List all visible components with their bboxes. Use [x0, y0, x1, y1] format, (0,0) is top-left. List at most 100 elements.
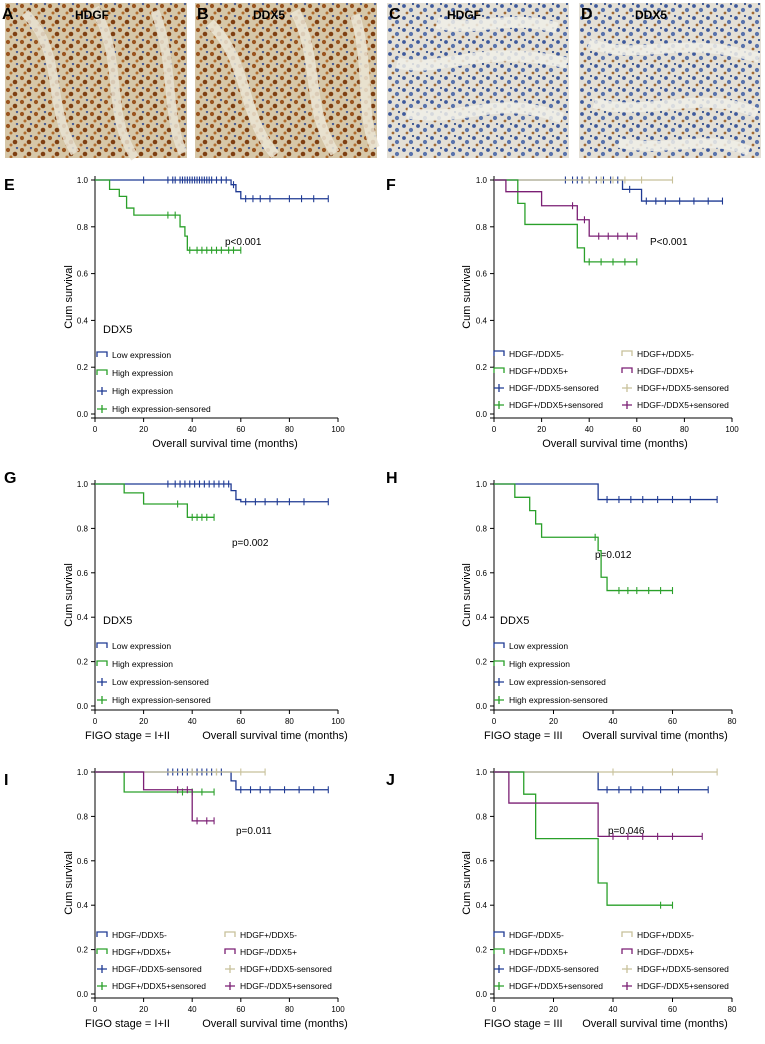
x-tick-label: 100 [331, 1005, 345, 1014]
chart-panel-j: J 0.0 0.2 0.4 0.6 0.8 1.0 0 20 40 60 80 Cum survival… [386, 768, 737, 1030]
legend-label: HDGF-/DDX5+ [637, 947, 694, 957]
x-axis-title: Overall survival time (months) [582, 1018, 727, 1030]
legend-swatch-step [96, 660, 108, 666]
p-value: p<0.001 [225, 237, 262, 248]
legend-label: HDGF+/DDX5+sensored [509, 400, 603, 410]
y-tick-label: 0.2 [476, 658, 488, 667]
survival-curve-blue [95, 179, 329, 200]
x-tick-label: 60 [668, 1005, 677, 1014]
x-tick-label: 80 [728, 717, 737, 726]
legend-swatch-step [493, 660, 505, 666]
legend-swatch-step [621, 948, 633, 954]
y-tick-label: 1.0 [77, 768, 89, 777]
legend-label: HDGF+/DDX5-sensored [637, 383, 729, 393]
y-tick-label: 0.6 [77, 857, 89, 866]
legend-swatch-cross [494, 965, 504, 973]
micrograph-c: C HDGF [387, 3, 569, 158]
legend-label: HDGF-/DDX5-sensored [509, 964, 599, 974]
y-tick-label: 1.0 [476, 176, 488, 185]
legend-label: HDGF-/DDX5+ [240, 947, 297, 957]
micrograph-c-stain: HDGF [447, 8, 481, 22]
survival-curve-blue [95, 483, 329, 503]
legend-label: HDGF+/DDX5-sensored [637, 964, 729, 974]
y-tick-label: 0.2 [77, 946, 89, 955]
y-tick-label: 0.4 [476, 613, 488, 622]
panel-letter: J [386, 772, 395, 789]
chart-panel-i: I 0.0 0.2 0.4 0.6 0.8 1.0 0 20 40 60 80 100 Cum survi… [4, 768, 348, 1030]
survival-curve-purple [95, 771, 215, 822]
legend-swatch-step [493, 367, 505, 373]
legend-swatch-step [493, 931, 505, 937]
survival-curve-green [95, 179, 241, 251]
legend-swatch-step [96, 351, 108, 357]
panel-letter: I [4, 772, 8, 789]
y-tick-label: 0.2 [77, 658, 89, 667]
x-tick-label: 20 [139, 717, 148, 726]
survival-curve-blue [494, 179, 723, 202]
legend-title: DDX5 [500, 615, 529, 627]
legend-label: High expression [509, 659, 570, 669]
legend-label: HDGF+/DDX5- [240, 930, 297, 940]
micrograph-d-stain: DDX5 [635, 8, 667, 22]
y-axis-title: Cum survival [461, 265, 473, 329]
x-axis-title: Overall survival time (months) [202, 1018, 347, 1030]
legend-swatch-cross [97, 387, 107, 395]
x-tick-label: 80 [728, 1005, 737, 1014]
x-tick-label: 0 [93, 1005, 98, 1014]
micrograph-d-image [579, 3, 761, 158]
legend-label: High expression-sensored [112, 695, 211, 705]
x-tick-label: 40 [188, 425, 197, 434]
y-tick-label: 0.6 [77, 569, 89, 578]
y-tick-label: 0.6 [476, 569, 488, 578]
micrograph-d: D DDX5 [579, 3, 761, 158]
legend-label: Low expression [112, 350, 171, 360]
legend-label: HDGF-/DDX5+ [637, 366, 694, 376]
legend-swatch-step [621, 931, 633, 937]
micrograph-b-image [195, 3, 377, 158]
x-tick-label: 20 [139, 425, 148, 434]
x-tick-label: 100 [331, 717, 345, 726]
legend-swatch-step [493, 350, 505, 356]
y-tick-label: 0.8 [77, 812, 89, 821]
y-tick-label: 0.4 [77, 901, 89, 910]
legend-label: HDGF+/DDX5+sensored [509, 981, 603, 991]
legend-label: HDGF+/DDX5+ [509, 947, 568, 957]
y-tick-label: 0.6 [77, 270, 89, 279]
panel-letter: H [386, 470, 398, 487]
y-tick-label: 0.4 [476, 316, 488, 325]
legend-label: HDGF+/DDX5+ [509, 366, 568, 376]
legend-label: HDGF+/DDX5+sensored [112, 981, 206, 991]
p-value: p=0.012 [595, 550, 632, 561]
micrograph-c-stroma [395, 16, 569, 124]
legend-label: HDGF-/DDX5- [509, 930, 564, 940]
legend-swatch-step [224, 948, 236, 954]
legend-label: Low expression-sensored [509, 677, 606, 687]
legend-swatch-step [96, 369, 108, 375]
legend-swatch-cross [97, 982, 107, 990]
legend-swatch-step [621, 350, 633, 356]
y-axis-title: Cum survival [63, 851, 75, 915]
x-tick-label: 20 [537, 425, 546, 434]
legend-swatch-cross [622, 982, 632, 990]
y-tick-label: 0.8 [77, 524, 89, 533]
p-value: P<0.001 [650, 237, 688, 248]
y-tick-label: 0.2 [77, 363, 89, 372]
x-axis-title: Overall survival time (months) [152, 438, 297, 450]
legend-label: Low expression [509, 641, 568, 651]
y-tick-label: 0.2 [476, 946, 488, 955]
y-tick-label: 0.0 [476, 702, 488, 711]
legend-title: DDX5 [103, 324, 132, 336]
legend-label: HDGF-/DDX5- [509, 349, 564, 359]
x-tick-label: 40 [609, 717, 618, 726]
x-tick-label: 40 [609, 1005, 618, 1014]
legend-label: Low expression [112, 641, 171, 651]
x-tick-label: 0 [492, 1005, 497, 1014]
y-tick-label: 0.2 [476, 363, 488, 372]
chart-panel-e: E 0.0 0.2 0.4 0.6 0.8 1.0 0 20 40 60 80 100 Cum survi… [4, 176, 345, 450]
x-tick-label: 100 [725, 425, 739, 434]
legend-swatch-cross [97, 405, 107, 413]
legend-swatch-cross [494, 401, 504, 409]
survival-curve-blue [494, 771, 709, 791]
legend-swatch-step [96, 931, 108, 937]
